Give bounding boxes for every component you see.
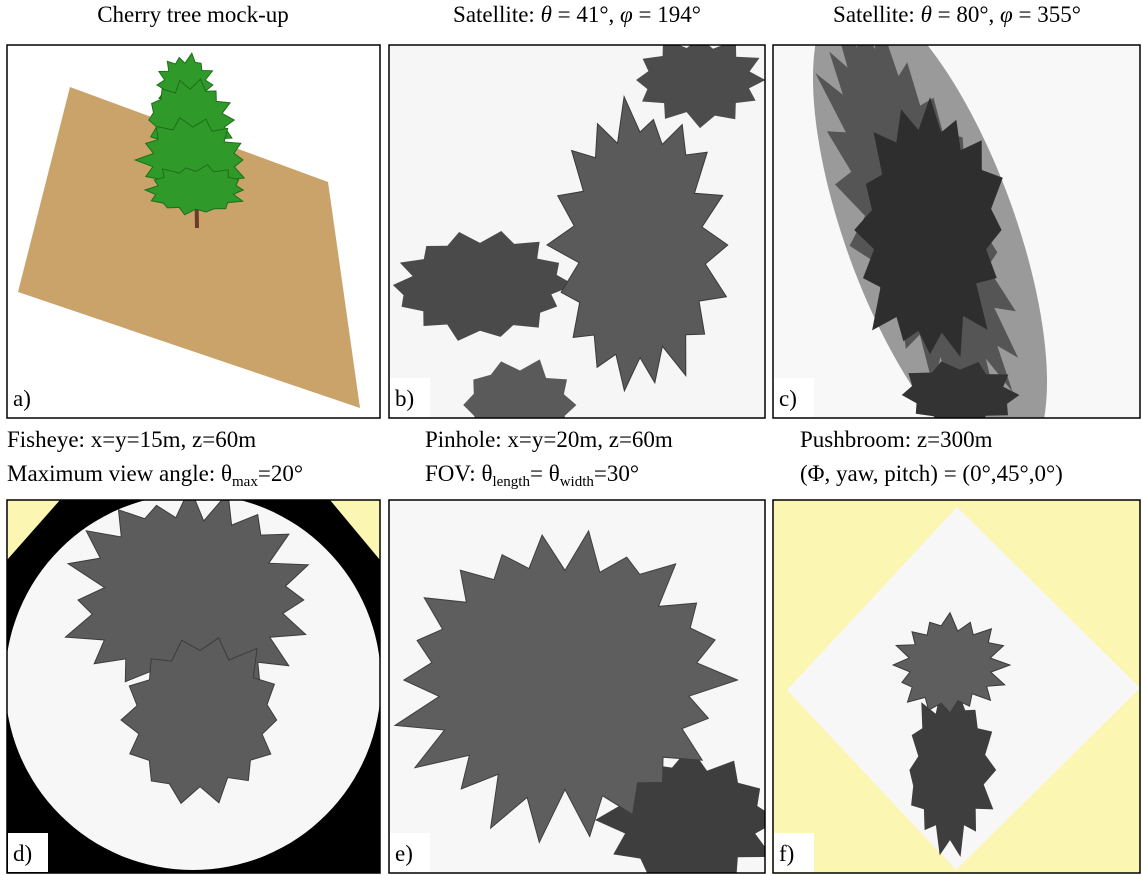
caption-text: Pinhole: x=y=20m, z=60m [425,427,673,452]
caption: Cherry tree mock-up [97,2,289,27]
caption: Pinhole: x=y=20m, z=60m [425,427,673,452]
caption-text: Pushbroom: z=300m [800,427,993,452]
caption: Pushbroom: z=300m [800,427,993,452]
panel [765,0,1140,494]
caption-text: = 41°, [552,2,620,27]
panel-label: f) [779,841,794,866]
caption-text: φ [620,2,633,27]
caption-text: = 355° [1013,2,1081,27]
panel [389,500,779,875]
panel-label: a) [13,386,31,411]
panel [7,45,380,418]
panel [389,38,765,452]
panel-label: b) [395,386,414,411]
caption-text: Fisheye: x=y=15m, z=60m [7,427,256,452]
subscript: length [492,474,530,490]
panel [5,488,381,874]
caption-text: = θ [530,461,560,486]
caption-text: =20° [258,461,303,486]
caption-text: = 80°, [932,2,1000,27]
caption: Fisheye: x=y=15m, z=60m [7,427,256,452]
caption: (Φ, yaw, pitch) = (0°,45°,0°) [800,461,1063,486]
panel-label: d) [13,841,32,866]
caption-text: = 194° [633,2,701,27]
caption-text: (Φ, yaw, pitch) = (0°,45°,0°) [800,461,1063,486]
caption-text: Satellite: [453,2,541,27]
figure: a) Cherry tree mock-up b) Satellite: θ = 41… [0,0,1142,875]
panel [773,500,1140,873]
panel-label: e) [395,841,413,866]
caption-text: φ [1000,2,1013,27]
subscript: width [560,474,595,490]
caption-text: θ [541,2,552,27]
caption: FOV: θlength= θwidth=30° [425,461,639,490]
panel-label: c) [779,386,797,411]
caption: Satellite: θ = 41°, φ = 194° [453,2,701,27]
caption-text: Maximum view angle: θ [7,461,232,486]
caption: Maximum view angle: θmax=20° [7,461,303,490]
subscript: max [232,474,258,490]
caption: Satellite: θ = 80°, φ = 355° [833,2,1081,27]
caption-text: FOV: θ [425,461,492,486]
caption-text: =30° [594,461,639,486]
caption-text: Satellite: [833,2,921,27]
caption-text: Cherry tree mock-up [97,2,289,27]
caption-text: θ [921,2,932,27]
